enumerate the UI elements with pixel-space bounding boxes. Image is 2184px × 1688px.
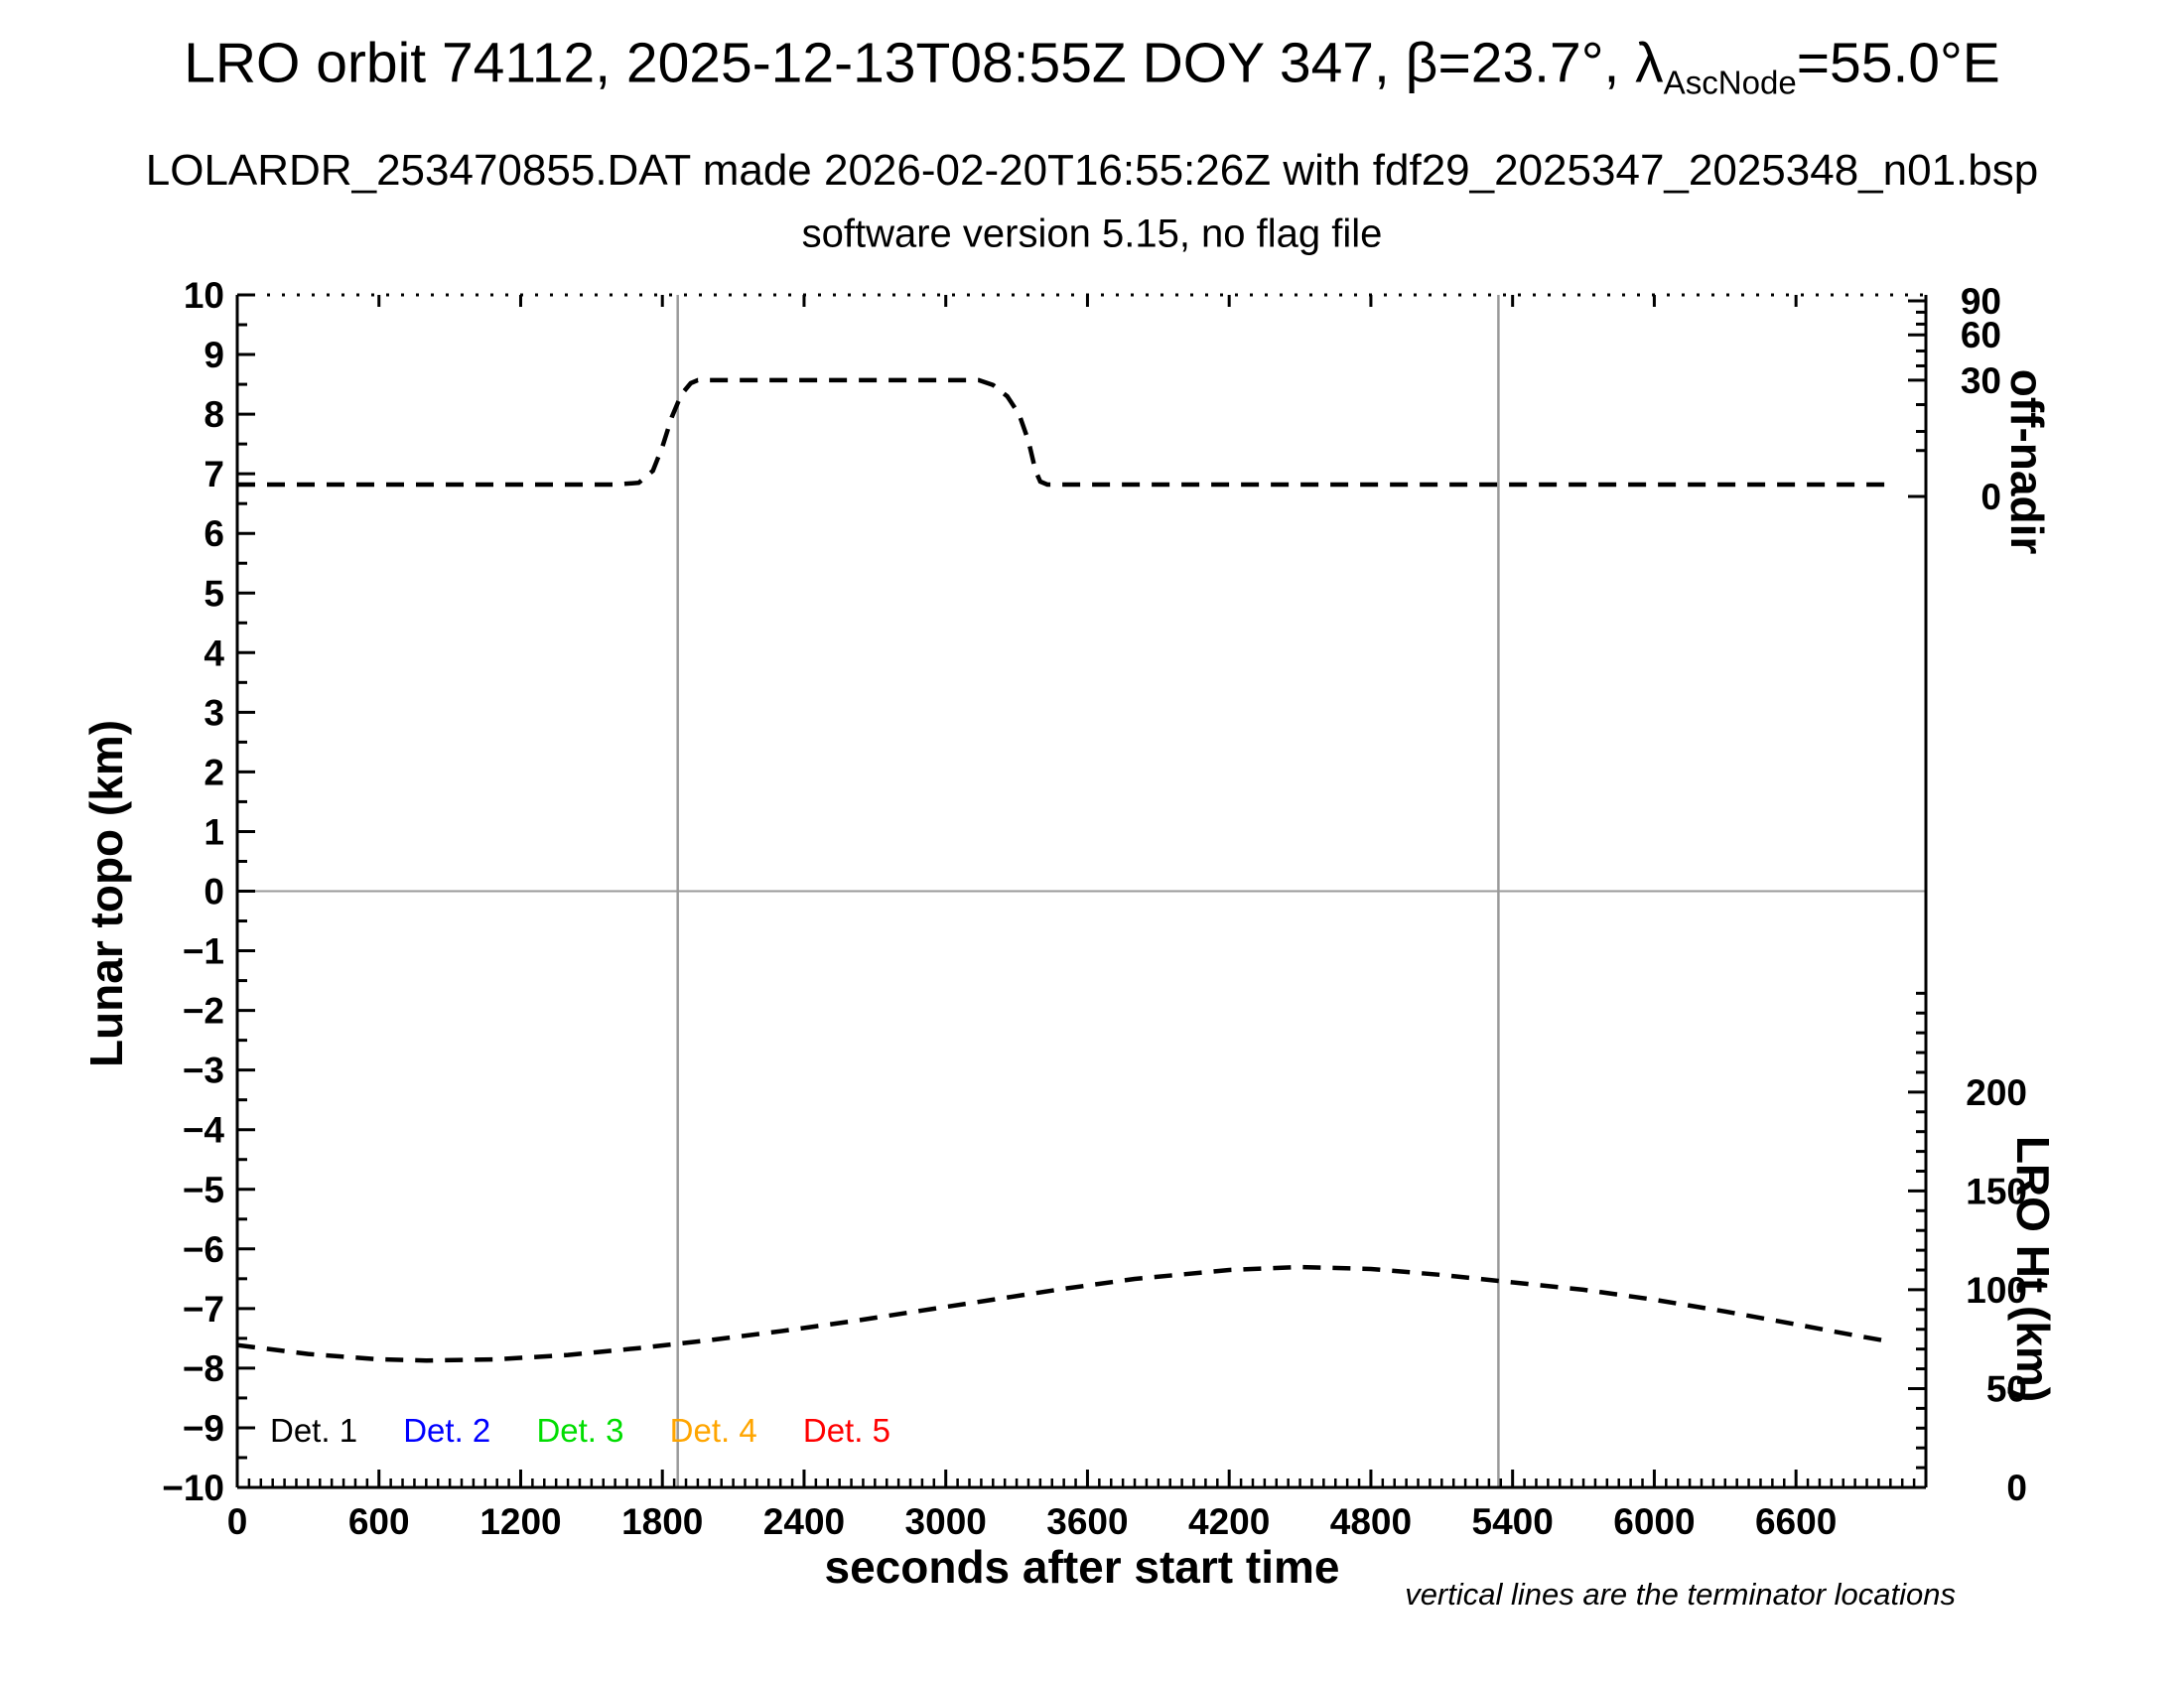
y-left-tick-label: 1	[204, 811, 224, 852]
x-tick-label: 600	[348, 1501, 410, 1542]
y-left-tick-label: −2	[183, 991, 224, 1032]
y-left-tick-label: 4	[204, 633, 224, 673]
y-left-tick-label: −1	[183, 931, 224, 972]
terminator-footnote: vertical lines are the terminator locati…	[1405, 1577, 1956, 1612]
x-tick-label: 5400	[1472, 1501, 1554, 1542]
page-title: LRO orbit 74112, 2025-12-13T08:55Z DOY 3…	[184, 30, 2000, 102]
legend-item-det4: Det. 4	[669, 1412, 757, 1449]
y-left-tick-label: 10	[184, 275, 224, 316]
y-left-tick-label: −6	[183, 1229, 224, 1270]
y-left-tick-label: −10	[162, 1468, 224, 1508]
off-nadir-tick-label: 90	[1961, 281, 2001, 322]
title-text: LRO orbit 74112, 2025-12-13T08:55Z DOY 3…	[184, 31, 1664, 95]
lro-ht-tick-label: 0	[2006, 1468, 2027, 1508]
x-tick-label: 6000	[1613, 1501, 1695, 1542]
off-nadir-tick-label: 0	[1980, 477, 2001, 517]
legend-item-det3: Det. 3	[536, 1412, 624, 1449]
y-left-tick-label: −8	[183, 1348, 224, 1389]
y-left-tick-label: 3	[204, 692, 224, 733]
y-axis-title-off-nadir: off-nadir	[2001, 368, 2053, 555]
y-axis-title-lro-ht: LRO Ht (km)	[2007, 1135, 2059, 1403]
x-tick-label: 1800	[621, 1501, 703, 1542]
x-axis-title: seconds after start time	[824, 1541, 1340, 1593]
lro-ht-tick-label: 150	[1966, 1171, 2027, 1211]
title-subscript: AscNode	[1663, 65, 1797, 102]
subtitle-filename: LOLARDR_253470855.DAT made 2026-02-20T16…	[145, 146, 2039, 195]
y-left-tick-label: 8	[204, 394, 224, 435]
lro-ht-tick-label: 200	[1966, 1072, 2027, 1113]
y-left-tick-label: −7	[183, 1289, 224, 1330]
y-left-tick-label: 6	[204, 513, 224, 554]
y-axis-title-lunar-topo: Lunar topo (km)	[80, 719, 132, 1068]
legend-item-det1: Det. 1	[270, 1412, 358, 1449]
lro-ht-tick-label: 100	[1966, 1270, 2027, 1311]
lro-ht-tick-label: 50	[1986, 1368, 2027, 1409]
title-text-end: =55.0°E	[1796, 31, 2000, 95]
legend-item-det2: Det. 2	[403, 1412, 491, 1449]
y-left-tick-label: 9	[204, 335, 224, 375]
y-left-tick-label: 2	[204, 752, 224, 792]
x-tick-label: 0	[227, 1501, 248, 1542]
x-tick-label: 4800	[1330, 1501, 1412, 1542]
subtitle-version: software version 5.15, no flag file	[801, 211, 1383, 256]
legend-item-det5: Det. 5	[802, 1412, 890, 1449]
x-tick-label: 2400	[763, 1501, 845, 1542]
y-left-tick-label: −3	[183, 1051, 224, 1091]
off-nadir-tick-label: 30	[1961, 360, 2001, 401]
x-tick-label: 4200	[1188, 1501, 1270, 1542]
y-left-tick-label: −9	[183, 1408, 224, 1449]
y-left-tick-label: 7	[204, 454, 224, 494]
x-tick-label: 3000	[905, 1501, 987, 1542]
y-left-tick-label: −4	[183, 1110, 225, 1151]
x-tick-label: 1200	[479, 1501, 561, 1542]
lro-height-curve	[236, 1264, 1894, 1363]
x-tick-label: 3600	[1046, 1501, 1128, 1542]
y-left-tick-label: −5	[183, 1170, 224, 1210]
off-nadir-tick-label: 60	[1961, 315, 2001, 355]
y-left-tick-label: 5	[204, 573, 224, 614]
x-tick-label: 6600	[1755, 1501, 1837, 1542]
off-nadir-curve	[237, 377, 1893, 488]
y-left-tick-label: 0	[204, 872, 224, 913]
detector-legend: Det. 1 Det. 2 Det. 3 Det. 4 Det. 5	[270, 1412, 927, 1450]
